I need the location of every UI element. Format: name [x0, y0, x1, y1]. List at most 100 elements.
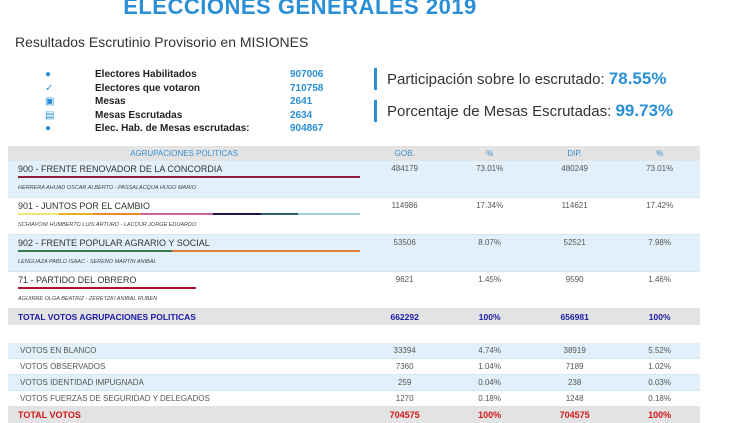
cell-gob-pct: 73.01% [449, 161, 530, 198]
cell-dip: 7189 [530, 359, 619, 375]
cell-gob: 259 [360, 375, 449, 391]
cell-gob: 53506 [360, 235, 449, 272]
party-color-segment [213, 213, 261, 215]
table-row: 900 - FRENTE RENOVADOR DE LA CONCORDIA HE… [8, 161, 700, 198]
cell-dip: 480249 [530, 161, 619, 198]
box-icon: ▣ [45, 96, 95, 107]
cell-dip-pct: 7.98% [619, 235, 700, 272]
stat-label: Mesas Escrutadas [95, 110, 290, 121]
stat-value: 2634 [290, 110, 312, 121]
party-color-segment [172, 250, 360, 252]
cell-dip: 1248 [530, 391, 619, 407]
table-row: 71 - PARTIDO DEL OBRERO AGUIRRE OLGA BEAT… [8, 272, 700, 309]
table-row: 902 - FRENTE POPULAR AGRARIO Y SOCIAL LEN… [8, 235, 700, 272]
cell-gob-pct: 4.74% [449, 343, 530, 359]
party-candidates: LENGUAZA PABLO ISAAC - SERENO MARTIN ANI… [18, 259, 156, 265]
table-header: AGRUPACIONES POLITICAS GOB. % DIP. % [8, 146, 700, 161]
user-icon: ● [45, 123, 95, 134]
stat-value: 2641 [290, 96, 312, 107]
cell-dip-pct: 73.01% [619, 161, 700, 198]
cell-dip: 38919 [530, 343, 619, 359]
mesas-pct-label: Porcentaje de Mesas Escrutadas: [387, 103, 611, 120]
vote-type-label: VOTOS IDENTIDAD IMPUGNADA [8, 375, 360, 391]
cell-dip: 238 [530, 375, 619, 391]
cell-gob: 114986 [360, 198, 449, 235]
cell-dip-pct: 100% [619, 309, 700, 326]
party-color-bar [18, 250, 360, 252]
cell-dip-pct: 0.03% [619, 375, 700, 391]
party-candidates: HERRERA AHUAD OSCAR ALBERTO - PASSALACQU… [18, 185, 196, 191]
party-name: 900 - FRENTE RENOVADOR DE LA CONCORDIA [18, 164, 360, 174]
party-color-segment [18, 250, 172, 252]
party-name: 71 - PARTIDO DEL OBRERO [18, 275, 360, 285]
cell-gob: 9621 [360, 272, 449, 309]
cell-gob-pct: 1.04% [449, 359, 530, 375]
cell-dip: 114621 [530, 198, 619, 235]
stat-value: 710758 [290, 83, 323, 94]
table-row: 901 - JUNTOS POR EL CAMBIO SCHIAVONI HUMB… [8, 198, 700, 235]
mesas-pct-value: 99.73% [615, 101, 673, 120]
cell-gob-pct: 1.45% [449, 272, 530, 309]
results-table: AGRUPACIONES POLITICAS GOB. % DIP. % 900… [8, 146, 700, 423]
participation-label: Participación sobre lo escrutado: [387, 71, 605, 88]
party-candidates: SCHIAVONI HUMBERTO LUIS ARTURO - LACOUR … [18, 222, 196, 228]
subtitle: Resultados Escrutinio Provisorio en MISI… [15, 34, 308, 50]
vote-type-label: VOTOS OBSERVADOS [8, 359, 360, 375]
header-gob-pct: % [449, 146, 530, 161]
cell-gob: 7360 [360, 359, 449, 375]
party-name: 902 - FRENTE POPULAR AGRARIO Y SOCIAL [18, 238, 360, 248]
party-color-segment [59, 213, 93, 215]
header-agrupaciones: AGRUPACIONES POLITICAS [8, 146, 360, 161]
cell-dip: 9590 [530, 272, 619, 309]
party-color-segment [93, 213, 141, 215]
stat-value: 907006 [290, 69, 323, 80]
cell-dip: 52521 [530, 235, 619, 272]
cell-gob: 1270 [360, 391, 449, 407]
header-dip: DIP. [530, 146, 619, 161]
party-candidates: AGUIRRE OLGA BEATRIZ - ZERETZKI ANIBAL R… [18, 296, 157, 302]
cell-dip-pct: 1.02% [619, 359, 700, 375]
cell-gob: 662292 [360, 309, 449, 326]
header-gob: GOB. [360, 146, 449, 161]
cell-gob: 33394 [360, 343, 449, 359]
stat-value: 904867 [290, 123, 323, 134]
total-parties-label: TOTAL VOTOS AGRUPACIONES POLITICAS [8, 309, 360, 326]
cell-gob: 484179 [360, 161, 449, 198]
party-name: 901 - JUNTOS POR EL CAMBIO [18, 201, 360, 211]
cell-dip-pct: 1.46% [619, 272, 700, 309]
vote-type-label: VOTOS FUERZAS DE SEGURIDAD Y DELEGADOS [8, 391, 360, 407]
party-color-segment [18, 176, 360, 178]
cell-dip: 656981 [530, 309, 619, 326]
party-color-bar [18, 176, 360, 178]
cell-gob-pct: 8.07% [449, 235, 530, 272]
stat-label: Elec. Hab. de Mesas escrutadas: [95, 123, 290, 134]
party-color-segment [18, 287, 196, 289]
vote-type-label: VOTOS EN BLANCO [8, 343, 360, 359]
cell-gob-pct: 100% [449, 309, 530, 326]
stat-label: Mesas [95, 96, 290, 107]
mesas-pct-stat: Porcentaje de Mesas Escrutadas: 99.73% [374, 100, 673, 122]
participation-stat: Participación sobre lo escrutado: 78.55% [374, 68, 666, 90]
party-color-bar [18, 287, 196, 289]
stat-label: Electores Habilitados [95, 69, 290, 80]
boxes-icon: ▤ [45, 110, 95, 121]
cell-dip-pct: 0.18% [619, 391, 700, 407]
cell-dip-pct: 5.52% [619, 343, 700, 359]
party-color-segment [261, 213, 299, 215]
user-icon: ● [45, 69, 95, 80]
cell-gob-pct: 0.18% [449, 391, 530, 407]
cell-gob-pct: 0.04% [449, 375, 530, 391]
header-dip-pct: % [619, 146, 700, 161]
participation-value: 78.55% [609, 69, 667, 88]
party-color-segment [298, 213, 360, 215]
